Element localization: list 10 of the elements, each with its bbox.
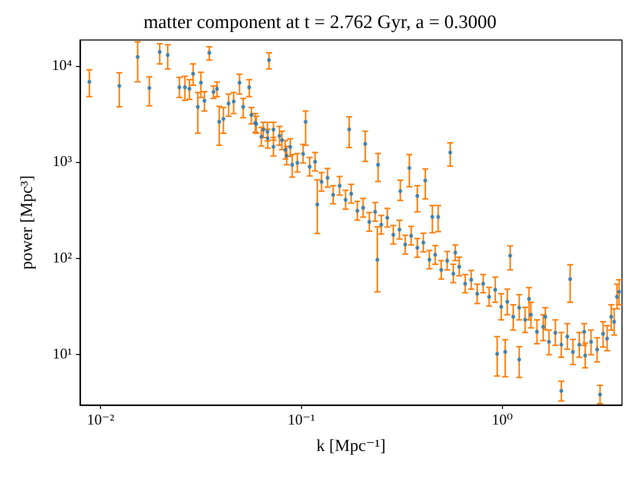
- y-tick-label: 10⁴: [52, 58, 72, 74]
- y-axis-title: power [Mpc³]: [17, 175, 36, 270]
- y-tick-label: 10³: [52, 154, 72, 170]
- y-tick-label: 10²: [52, 250, 72, 266]
- chart-title: matter component at t = 2.762 Gyr, a = 0.3000: [143, 12, 497, 33]
- x-tick-label: 10⁻¹: [288, 412, 316, 428]
- y-tick-label: 10¹: [52, 346, 72, 363]
- x-tick-label: 10⁻²: [86, 412, 115, 428]
- x-tick-label: 10⁰: [492, 412, 513, 428]
- x-axis-title: k [Mpc⁻¹]: [316, 436, 386, 455]
